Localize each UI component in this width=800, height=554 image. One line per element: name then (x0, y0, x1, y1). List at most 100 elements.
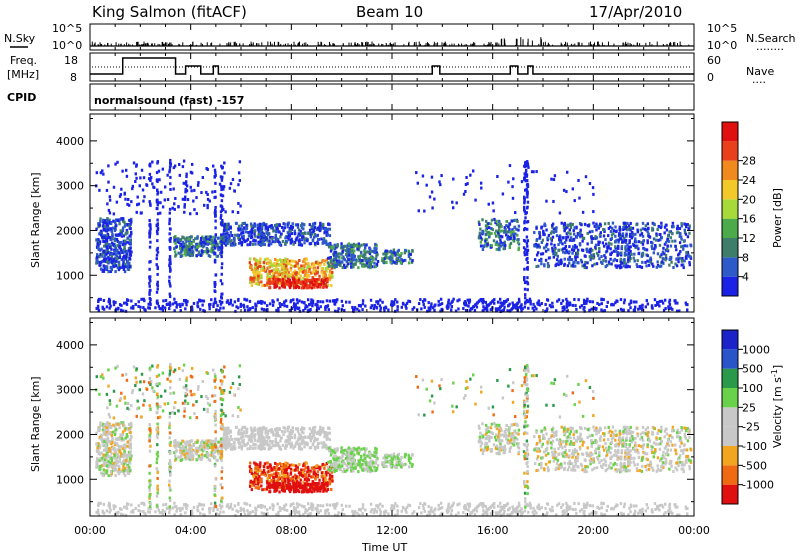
scatter-cell (98, 242, 101, 246)
scatter-cell (579, 235, 582, 239)
scatter-cell (249, 307, 252, 311)
scatter-cell (275, 277, 279, 281)
scatter-cell (589, 258, 592, 262)
scatter-cell (275, 280, 279, 284)
scatter-cell (268, 286, 272, 290)
scatter-cell (315, 279, 319, 283)
scatter-cell (256, 268, 259, 272)
scatter-cell (273, 268, 276, 272)
scatter-cell (337, 261, 340, 265)
scatter-cell (304, 262, 307, 266)
scatter-cell (634, 232, 637, 236)
scatter-cell (488, 230, 491, 234)
scatter-cell (310, 298, 313, 302)
scatter-cell (373, 250, 376, 254)
scatter-cell (562, 223, 566, 227)
scatter-cell (480, 186, 483, 190)
scatter-cell (190, 242, 193, 246)
scatter-cell (447, 298, 450, 302)
scatter-cell (179, 458, 183, 462)
scatter-cell (257, 300, 260, 304)
scatter-cell (630, 252, 633, 256)
scatter-cell (633, 240, 637, 244)
scatter-cell (114, 456, 118, 460)
scatter-cell (99, 240, 102, 244)
scatter-cell (680, 259, 684, 263)
scatter-cell (599, 260, 603, 264)
scatter-cell (329, 276, 332, 280)
scatter-cell (400, 252, 403, 256)
scatter-cell (214, 439, 217, 443)
scatter-cell (655, 232, 658, 236)
scatter-cell (149, 178, 152, 182)
scatter-cell (218, 246, 221, 250)
scatter-cell (270, 275, 273, 279)
scatter-cell (500, 235, 504, 239)
station-title: King Salmon (fitACF) (92, 3, 247, 21)
scatter-cell (617, 240, 620, 244)
scatter-cell (628, 248, 631, 252)
scatter-cell (214, 235, 217, 239)
scatter-cell (285, 271, 289, 275)
scatter-cell (309, 301, 313, 305)
scatter-cell (276, 258, 279, 262)
scatter-cell (640, 254, 644, 258)
scatter-cell (549, 231, 553, 235)
scatter-cell (668, 303, 672, 307)
scatter-cell (454, 309, 458, 313)
scatter-cell (652, 222, 656, 226)
scatter-cell (586, 261, 589, 265)
scatter-cell (187, 245, 190, 249)
scatter-cell (542, 246, 546, 250)
scatter-cell (349, 244, 352, 248)
scatter-cell (568, 261, 571, 265)
scatter-cell (286, 259, 290, 263)
scatter-cell (169, 236, 172, 240)
scatter-cell (495, 219, 498, 223)
scatter-cell (231, 210, 234, 214)
scatter-cell (611, 226, 614, 230)
scatter-cell (641, 221, 645, 225)
scatter-cell (278, 243, 281, 247)
scatter-cell (612, 229, 616, 233)
scatter-cell (562, 236, 565, 240)
scatter-cell (273, 284, 276, 288)
scatter-cell (668, 300, 671, 304)
scatter-cell (296, 234, 300, 238)
scatter-cell (192, 301, 196, 305)
scatter-cell (624, 253, 628, 257)
scatter-cell (306, 298, 310, 302)
scatter-cell (558, 238, 561, 242)
scatter-cell (323, 270, 326, 274)
scatter-cell (688, 231, 691, 235)
scatter-cell (148, 281, 151, 285)
scatter-cell (261, 222, 264, 226)
scatter-cell (187, 449, 190, 453)
scatter-cell (299, 243, 303, 247)
scatter-cell (250, 284, 254, 288)
scatter-cell (433, 197, 436, 201)
scatter-cell (640, 232, 644, 236)
scatter-cell (266, 309, 269, 313)
scatter-cell (634, 244, 637, 248)
scatter-cell (103, 254, 107, 258)
scatter-cell (109, 304, 112, 308)
scatter-cell (535, 226, 538, 230)
scatter-cell (168, 262, 171, 266)
scatter-cell (278, 286, 281, 290)
scatter-cell (322, 441, 326, 445)
scatter-cell (354, 262, 357, 266)
scatter-cell (219, 214, 223, 218)
scatter-cell (120, 187, 123, 191)
scatter-cell (260, 307, 264, 311)
scatter-cell (117, 260, 121, 264)
scatter-cell (370, 304, 374, 308)
scatter-cell (219, 235, 223, 239)
scatter-cell (262, 266, 266, 270)
scatter-cell (137, 202, 141, 206)
scatter-cell (195, 196, 198, 200)
scatter-cell (156, 201, 160, 205)
scatter-cell (203, 239, 206, 243)
scatter-cell (122, 459, 125, 463)
scatter-cell (474, 198, 477, 202)
